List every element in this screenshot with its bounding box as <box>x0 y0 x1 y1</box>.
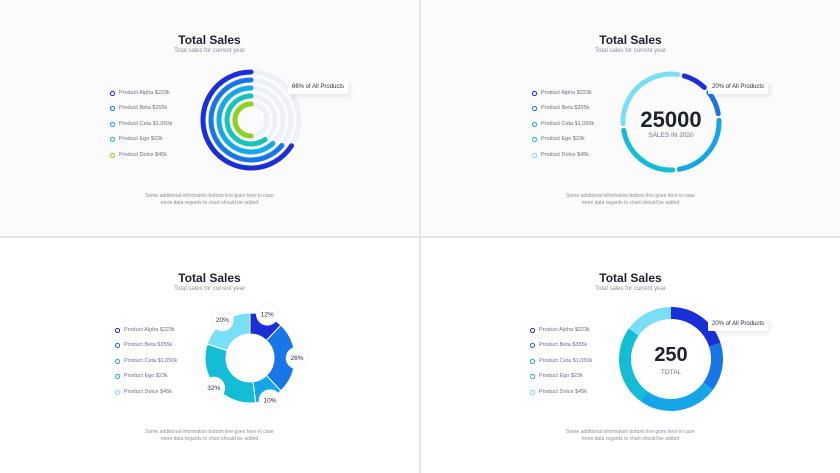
legend-dot-icon <box>532 91 537 96</box>
chart-title: Total Sales <box>599 271 662 285</box>
ring-segment <box>670 307 721 347</box>
chart-title: Total Sales <box>178 271 241 285</box>
chart-subtitle: Total sales for current year <box>595 286 666 292</box>
data-label: 10% <box>264 398 277 405</box>
footnote-line: more data regards to chart should be add… <box>581 200 680 206</box>
chart-callout: 66% of All Products <box>288 81 349 94</box>
chart-subtitle: Total sales for current year <box>174 48 245 54</box>
center-caption: TOTAL <box>660 369 682 376</box>
legend-dot-icon <box>110 91 115 96</box>
footnote-line: Some additional information bottom line … <box>566 429 695 435</box>
ring-segment <box>621 127 676 173</box>
legend-dot-icon <box>110 106 115 111</box>
label-bubble <box>202 376 226 400</box>
label-bubble <box>258 389 282 412</box>
donut-chart: 12% 26% 10% 32% 20% <box>202 303 309 412</box>
chart-title: Total Sales <box>599 33 662 47</box>
legend-dot-icon <box>530 374 535 379</box>
footnote-line: Some additional information bottom line … <box>566 193 695 199</box>
data-label: 12% <box>261 312 274 319</box>
ring-segment <box>676 117 722 172</box>
panel-donut-percent: Total Sales Total sales for current year… <box>0 238 419 473</box>
center-value: 250 <box>654 344 688 366</box>
legend-dot-icon <box>530 359 535 364</box>
footnote-line: Some additional information bottom line … <box>145 429 274 435</box>
ring-segment <box>703 342 723 390</box>
legend-dot-icon <box>110 122 115 127</box>
legend-dot-icon <box>115 343 120 348</box>
legend-dot-icon <box>530 328 535 333</box>
ring-segment <box>681 73 707 90</box>
footnote: Some additional information bottom line … <box>0 429 419 443</box>
legend-dot-icon <box>115 359 120 364</box>
radial-bar <box>232 101 254 139</box>
footnote: Some additional information bottom line … <box>0 193 419 207</box>
segmented-ring-chart <box>620 71 722 173</box>
label-bubble <box>285 346 309 370</box>
legend-dot-icon <box>115 374 120 379</box>
legend-dot-icon <box>115 390 120 395</box>
chart-callout: 20% of All Products <box>708 318 769 331</box>
chart-title: Total Sales <box>178 33 241 47</box>
legend-dot-icon <box>532 122 537 127</box>
chart-subtitle: Total sales for current year <box>595 48 666 54</box>
label-bubble <box>211 308 234 332</box>
radial-bar <box>200 69 295 171</box>
panel-segmented-ring: Total Sales Total sales for current year… <box>421 0 840 236</box>
radial-bar <box>208 77 285 163</box>
footnote-line: more data regards to chart should be add… <box>160 436 259 442</box>
data-label: 32% <box>207 385 220 392</box>
legend-dot-icon <box>532 137 537 142</box>
footnote-line: Some additional information bottom line … <box>145 193 274 199</box>
legend-dot-icon <box>530 343 535 348</box>
legend-dot-icon <box>110 137 115 142</box>
radial-bar-chart <box>200 69 302 171</box>
data-label: 20% <box>216 317 229 324</box>
chart-callout: 20% of All Products <box>708 81 769 94</box>
donut-slice <box>206 312 251 352</box>
footnote: Some additional information bottom line … <box>421 193 840 207</box>
chart-subtitle: Total sales for current year <box>174 286 245 292</box>
footnote: Some additional information bottom line … <box>421 429 840 443</box>
legend-dot-icon <box>115 328 120 333</box>
panel-radial-bars: Total Sales Total sales for current year… <box>0 0 419 236</box>
ring-segment <box>628 307 672 336</box>
data-label: 26% <box>290 355 303 362</box>
footnote-line: more data regards to chart should be add… <box>160 200 259 206</box>
ring-segment <box>619 328 648 402</box>
footnote-line: more data regards to chart should be add… <box>581 436 680 442</box>
label-bubble <box>256 303 279 326</box>
ring-segment <box>640 382 714 411</box>
legend-dot-icon <box>530 390 535 395</box>
legend-dot-icon <box>532 106 537 111</box>
panel-ring-total: Total Sales Total sales for current year… <box>421 238 840 473</box>
ring-segment <box>620 71 681 127</box>
legend-dot-icon <box>110 153 115 158</box>
legend-dot-icon <box>532 153 537 158</box>
center-caption: SALES IN 2020 <box>648 132 694 139</box>
radial-bar <box>216 85 276 155</box>
radial-bar <box>224 93 268 147</box>
center-value: 25000 <box>640 107 702 132</box>
ring-chart <box>619 307 723 411</box>
